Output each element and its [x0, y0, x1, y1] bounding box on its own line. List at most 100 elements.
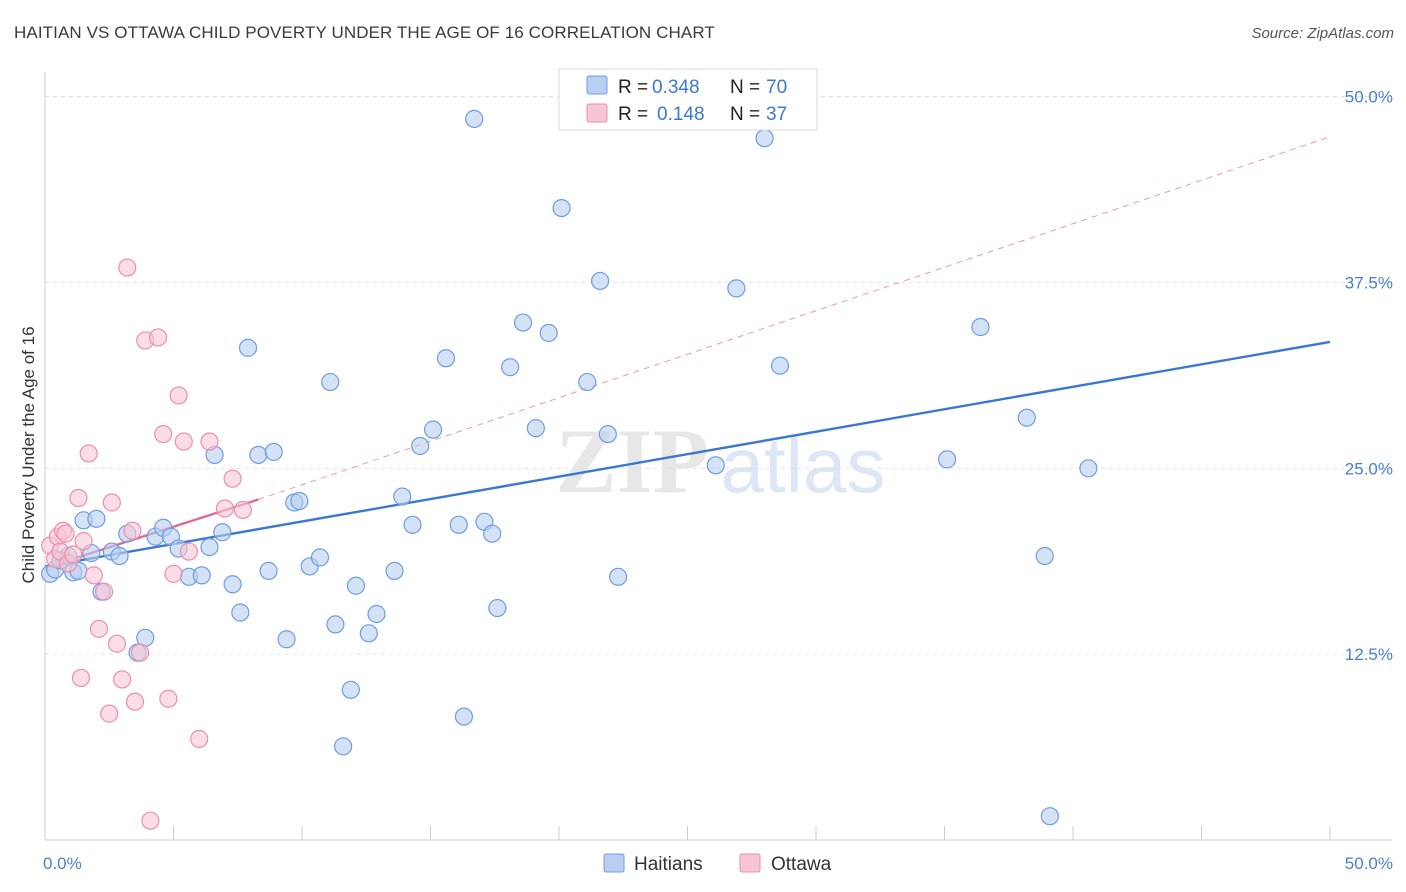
point-ottawa-11 — [79, 444, 98, 463]
point-ottawa-21 — [125, 692, 145, 711]
point-ottawa-25 — [148, 328, 168, 347]
point-haitians-62 — [609, 567, 628, 586]
point-haitians-58 — [552, 198, 571, 218]
legend-r-label-2: R = — [618, 104, 648, 125]
point-haitians-42 — [385, 561, 404, 580]
point-haitians-38 — [341, 680, 360, 699]
point-haitians-36 — [326, 615, 345, 634]
y-tick-label-0: 12.5% — [1345, 645, 1393, 664]
watermark-atlas: atlas — [721, 421, 886, 509]
legend-r-value-1: 0.348 — [652, 77, 700, 98]
point-ottawa-7 — [64, 545, 83, 564]
point-ottawa-34 — [215, 499, 234, 518]
point-haitians-60 — [591, 271, 610, 291]
point-ottawa-18 — [112, 670, 132, 689]
point-haitians-47 — [436, 349, 456, 368]
point-ottawa-26 — [154, 424, 173, 444]
point-haitians-32 — [290, 491, 309, 511]
point-haitians-43 — [393, 487, 412, 506]
point-haitians-50 — [465, 109, 484, 128]
y-tick-label-3: 50.0% — [1345, 88, 1393, 107]
point-ottawa-12 — [84, 566, 103, 585]
point-ottawa-17 — [107, 634, 127, 653]
data-points — [41, 109, 1098, 830]
point-ottawa-13 — [89, 619, 109, 638]
point-haitians-11 — [110, 546, 129, 566]
source-credit: Source: ZipAtlas.com — [1251, 25, 1394, 42]
point-ottawa-33 — [200, 432, 219, 451]
point-ottawa-19 — [118, 258, 137, 277]
point-ottawa-20 — [123, 521, 142, 540]
point-haitians-23 — [213, 523, 232, 542]
point-haitians-56 — [526, 419, 545, 438]
gridlines — [45, 96, 1392, 655]
point-ottawa-32 — [190, 729, 209, 748]
trend-line-ottawa-extension — [258, 136, 1331, 500]
point-haitians-57 — [539, 323, 558, 343]
point-haitians-30 — [277, 630, 296, 649]
legend-swatch-haitians — [586, 75, 608, 95]
watermark-zip: ZIP — [555, 410, 708, 512]
point-haitians-41 — [367, 604, 386, 624]
point-ottawa-15 — [100, 704, 119, 723]
point-haitians-34 — [310, 548, 330, 567]
point-haitians-24 — [223, 575, 242, 594]
series-legend: Haitians Ottawa — [603, 853, 832, 875]
stats-legend: R = 0.348 N = 70 R = 0.148 N = 37 — [558, 68, 818, 131]
point-ottawa-9 — [71, 668, 91, 688]
legend-r-label-1: R = — [618, 77, 648, 98]
point-haitians-55 — [513, 313, 533, 332]
point-haitians-65 — [770, 356, 790, 375]
point-haitians-46 — [423, 420, 443, 439]
point-haitians-39 — [346, 576, 366, 595]
series-legend-swatch-haitians — [603, 853, 625, 873]
point-haitians-67 — [971, 317, 990, 337]
point-haitians-21 — [200, 537, 219, 557]
point-ottawa-27 — [159, 689, 178, 708]
y-tick-label-1: 25.0% — [1345, 459, 1393, 478]
point-haitians-71 — [1040, 807, 1059, 826]
point-ottawa-14 — [95, 582, 114, 601]
trend-line-haitians — [44, 340, 1331, 568]
x-tick-label-min: 0.0% — [43, 854, 82, 873]
point-ottawa-29 — [169, 386, 188, 405]
point-haitians-48 — [449, 515, 468, 534]
point-ottawa-30 — [174, 432, 193, 451]
point-ottawa-36 — [233, 500, 252, 520]
point-haitians-29 — [264, 442, 283, 462]
point-haitians-8 — [87, 509, 106, 528]
point-ottawa-16 — [102, 493, 121, 512]
point-ottawa-35 — [223, 469, 242, 488]
point-haitians-27 — [249, 445, 268, 465]
tick-labels: 12.5% 25.0% 37.5% 50.0% 0.0% 50.0% — [43, 88, 1393, 873]
point-haitians-72 — [755, 129, 774, 148]
series-legend-label-haitians: Haitians — [634, 854, 703, 875]
point-ottawa-28 — [164, 564, 183, 583]
point-haitians-63 — [706, 456, 725, 475]
y-tick-label-2: 37.5% — [1345, 273, 1393, 292]
point-ottawa-31 — [179, 542, 199, 561]
point-haitians-45 — [411, 436, 430, 456]
chart-title: HAITIAN VS OTTAWA CHILD POVERTY UNDER TH… — [14, 23, 715, 42]
point-haitians-70 — [1079, 459, 1098, 478]
legend-n-label-1: N = — [730, 77, 760, 98]
point-haitians-26 — [238, 338, 258, 357]
point-ottawa-24 — [141, 811, 160, 830]
point-haitians-61 — [598, 424, 617, 444]
point-ottawa-22 — [130, 643, 150, 662]
point-haitians-59 — [578, 372, 597, 392]
point-haitians-64 — [727, 279, 746, 298]
y-axis-title: Child Poverty Under the Age of 16 — [19, 326, 38, 583]
point-haitians-52 — [483, 524, 502, 543]
point-haitians-54 — [501, 358, 520, 377]
point-haitians-66 — [937, 450, 957, 469]
legend-n-value-1: 70 — [766, 77, 787, 98]
point-haitians-25 — [231, 603, 250, 622]
point-haitians-20 — [192, 566, 211, 585]
legend-n-value-2: 37 — [766, 104, 787, 125]
watermark: ZIP atlas — [555, 410, 885, 512]
x-tick-label-max: 50.0% — [1345, 854, 1393, 873]
point-ottawa-8 — [69, 488, 88, 508]
point-haitians-53 — [488, 598, 507, 618]
